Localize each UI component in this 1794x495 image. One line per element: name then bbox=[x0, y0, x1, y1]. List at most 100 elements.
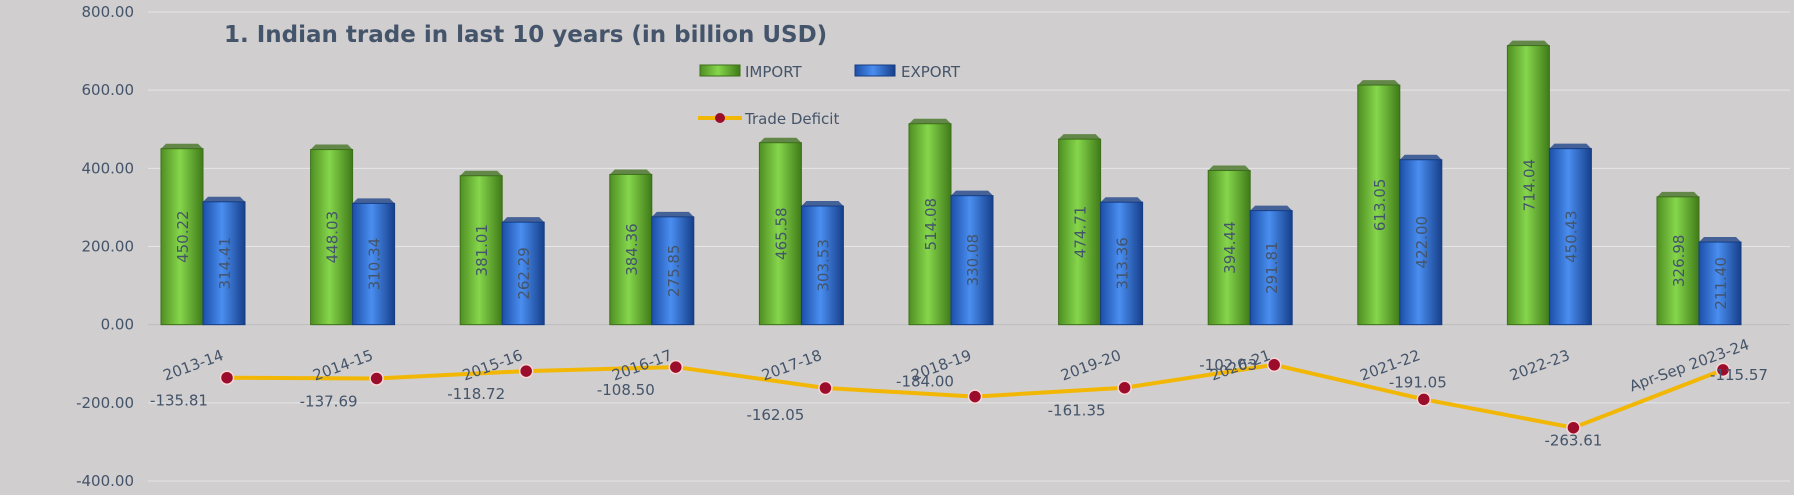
export-bar bbox=[1249, 210, 1293, 326]
export-data-label: 262.29 bbox=[515, 247, 533, 300]
import-bar-top bbox=[609, 169, 652, 175]
deficit-data-label: -162.05 bbox=[746, 406, 804, 424]
import-bar-top bbox=[460, 170, 503, 176]
chart-title: 1. Indian trade in last 10 years (in bil… bbox=[224, 22, 827, 48]
import-bar bbox=[310, 149, 354, 326]
import-data-label: 465.58 bbox=[772, 207, 790, 260]
export-bar-top bbox=[1250, 205, 1293, 211]
import-bar-top bbox=[1208, 165, 1251, 171]
import-bar-top bbox=[1357, 80, 1400, 86]
trade-deficit-point bbox=[668, 359, 684, 375]
export-bar bbox=[501, 221, 545, 326]
deficit-data-label: -184.00 bbox=[896, 373, 954, 391]
export-bar-top bbox=[502, 217, 545, 223]
category-label: 2013-14 bbox=[161, 346, 226, 384]
export-bar bbox=[800, 205, 844, 326]
import-data-label: 613.05 bbox=[1371, 179, 1389, 232]
export-bar-top bbox=[801, 201, 844, 207]
y-tick-label: 0.00 bbox=[101, 316, 134, 334]
export-bar-top bbox=[1699, 237, 1741, 243]
y-tick-label: 200.00 bbox=[82, 238, 135, 256]
import-data-label: 714.04 bbox=[1520, 159, 1538, 212]
trade-deficit-point bbox=[369, 371, 384, 386]
export-bar-top bbox=[1100, 197, 1143, 203]
import-data-label: 474.71 bbox=[1072, 206, 1090, 259]
import-bar bbox=[1506, 45, 1550, 326]
import-data-label: 450.22 bbox=[174, 210, 192, 262]
deficit-data-label: -108.50 bbox=[597, 381, 655, 399]
import-bar bbox=[160, 148, 204, 326]
export-bar bbox=[651, 216, 695, 326]
export-bar bbox=[1399, 159, 1443, 326]
category-label: 2017-18 bbox=[759, 346, 824, 384]
legend-deficit-marker bbox=[715, 113, 725, 123]
y-tick-label: 800.00 bbox=[82, 3, 135, 21]
export-data-label: 291.81 bbox=[1263, 241, 1281, 294]
export-data-label: 313.36 bbox=[1114, 237, 1132, 290]
deficit-data-label: -102.63 bbox=[1199, 356, 1257, 374]
export-data-label: 422.00 bbox=[1413, 216, 1431, 269]
export-bar bbox=[202, 201, 246, 326]
legend-export-label: EXPORT bbox=[901, 63, 961, 81]
y-tick-label: 600.00 bbox=[82, 81, 135, 99]
import-data-label: 381.01 bbox=[473, 224, 491, 277]
export-bar-top bbox=[1399, 154, 1442, 160]
import-data-label: 326.98 bbox=[1670, 235, 1688, 288]
deficit-data-label: -137.69 bbox=[300, 392, 358, 410]
import-data-label: 384.36 bbox=[623, 223, 641, 276]
import-data-label: 514.08 bbox=[922, 198, 940, 251]
export-bar bbox=[352, 202, 396, 326]
deficit-data-label: -161.35 bbox=[1048, 402, 1106, 420]
export-bar-top bbox=[1549, 143, 1592, 149]
import-bar bbox=[1656, 196, 1700, 326]
export-data-label: 330.08 bbox=[964, 234, 982, 287]
export-bar-top bbox=[651, 211, 694, 217]
trade-deficit-point bbox=[1117, 380, 1132, 395]
import-bar-top bbox=[909, 118, 951, 124]
trade-deficit-point bbox=[1266, 357, 1282, 373]
export-bar bbox=[1698, 241, 1742, 326]
trade-deficit-point bbox=[219, 370, 235, 385]
import-bar-top bbox=[1657, 191, 1699, 197]
import-bar-top bbox=[1507, 40, 1550, 46]
legend-deficit-label: Trade Deficit bbox=[744, 110, 839, 128]
export-bar-top bbox=[951, 190, 993, 196]
deficit-data-label: -118.72 bbox=[447, 385, 505, 403]
trade-deficit-point bbox=[1715, 362, 1731, 378]
export-bar bbox=[950, 195, 994, 326]
trade-deficit-point bbox=[1566, 420, 1581, 435]
export-data-label: 303.53 bbox=[814, 239, 832, 292]
deficit-data-label: -263.61 bbox=[1544, 432, 1602, 450]
legend-import-swatch bbox=[699, 64, 741, 77]
export-data-label: 314.41 bbox=[216, 237, 234, 290]
import-data-label: 394.44 bbox=[1221, 221, 1239, 274]
export-data-label: 275.85 bbox=[665, 245, 683, 298]
legend-import-label: IMPORT bbox=[745, 63, 803, 81]
export-data-label: 310.34 bbox=[366, 238, 384, 291]
import-bar-top bbox=[759, 137, 802, 143]
import-bar bbox=[758, 142, 802, 326]
legend-export-swatch bbox=[854, 64, 896, 77]
export-bar-top bbox=[203, 196, 245, 202]
import-bar bbox=[1207, 170, 1251, 326]
import-bar-top bbox=[1058, 134, 1101, 140]
trade-deficit-point bbox=[818, 380, 833, 396]
export-bar bbox=[1548, 148, 1592, 326]
import-bar bbox=[459, 175, 503, 326]
y-tick-label: -200.00 bbox=[76, 394, 134, 412]
trade-deficit-point bbox=[1416, 392, 1432, 407]
export-data-label: 211.40 bbox=[1712, 257, 1730, 310]
y-tick-label: 400.00 bbox=[82, 159, 135, 177]
import-bar-top bbox=[161, 143, 203, 149]
trade-deficit-point bbox=[967, 389, 983, 404]
import-bar-top bbox=[310, 144, 353, 150]
import-data-label: 448.03 bbox=[324, 211, 342, 264]
category-label: 2022-23 bbox=[1507, 346, 1572, 384]
import-bar bbox=[1058, 138, 1102, 326]
category-label: 2016-17 bbox=[610, 346, 675, 384]
export-bar bbox=[1100, 201, 1144, 326]
deficit-data-label: -115.57 bbox=[1710, 366, 1768, 384]
import-bar bbox=[908, 123, 952, 326]
